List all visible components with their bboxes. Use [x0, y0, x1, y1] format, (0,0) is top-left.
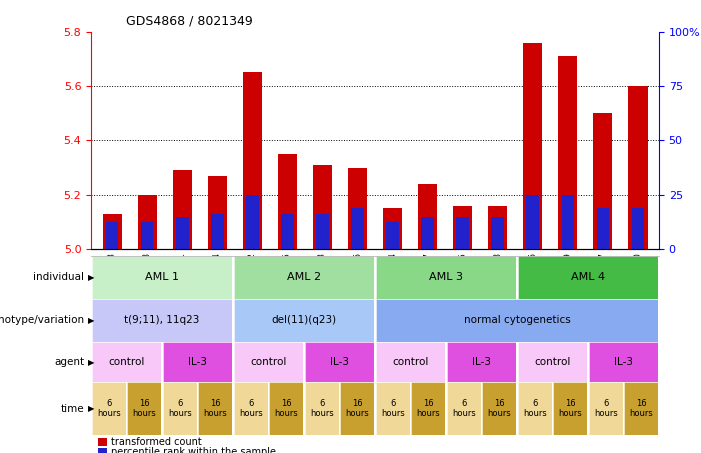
Bar: [562, 195, 574, 249]
Text: GDS4868 / 8021349: GDS4868 / 8021349: [126, 14, 253, 27]
Text: 16
hours: 16 hours: [416, 399, 440, 418]
Text: control: control: [534, 357, 571, 367]
Text: 16
hours: 16 hours: [346, 399, 369, 418]
Text: 6
hours: 6 hours: [97, 399, 121, 418]
Bar: [628, 86, 648, 249]
Bar: [488, 206, 508, 249]
Text: genotype/variation: genotype/variation: [0, 315, 84, 325]
Bar: [316, 214, 329, 249]
Text: IL-3: IL-3: [330, 357, 349, 367]
Text: ▶: ▶: [88, 273, 94, 282]
Bar: [597, 208, 609, 249]
Bar: [558, 56, 578, 249]
Text: AML 1: AML 1: [145, 272, 179, 282]
Text: 6
hours: 6 hours: [239, 399, 263, 418]
Text: control: control: [109, 357, 145, 367]
Text: 16
hours: 16 hours: [132, 399, 156, 418]
Text: ▶: ▶: [88, 404, 94, 413]
Text: individual: individual: [33, 272, 84, 282]
Text: AML 3: AML 3: [429, 272, 463, 282]
Text: 16
hours: 16 hours: [558, 399, 582, 418]
Bar: [102, 214, 122, 249]
Bar: [351, 208, 364, 249]
Text: 6
hours: 6 hours: [168, 399, 192, 418]
Text: time: time: [60, 404, 84, 414]
Text: 6
hours: 6 hours: [310, 399, 334, 418]
Bar: [523, 43, 543, 249]
Text: normal cytogenetics: normal cytogenetics: [463, 315, 571, 325]
Bar: [137, 195, 157, 249]
Text: 16
hours: 16 hours: [487, 399, 511, 418]
Bar: [243, 72, 262, 249]
Text: t(9;11), 11q23: t(9;11), 11q23: [124, 315, 200, 325]
Text: 16
hours: 16 hours: [274, 399, 298, 418]
Text: AML 4: AML 4: [571, 272, 605, 282]
Text: IL-3: IL-3: [614, 357, 633, 367]
Bar: [386, 222, 399, 249]
Text: 6
hours: 6 hours: [594, 399, 618, 418]
Text: percentile rank within the sample: percentile rank within the sample: [111, 447, 275, 453]
Text: transformed count: transformed count: [111, 437, 201, 447]
Text: 6
hours: 6 hours: [381, 399, 404, 418]
Bar: [246, 195, 259, 249]
Text: 6
hours: 6 hours: [523, 399, 547, 418]
Bar: [172, 170, 192, 249]
Bar: [418, 184, 437, 249]
Bar: [313, 165, 332, 249]
Bar: [632, 208, 644, 249]
Text: control: control: [250, 357, 287, 367]
Bar: [176, 217, 189, 249]
Bar: [526, 195, 539, 249]
Text: del(11)(q23): del(11)(q23): [271, 315, 336, 325]
Bar: [383, 208, 402, 249]
Text: ▶: ▶: [88, 316, 94, 325]
Bar: [281, 214, 294, 249]
Text: agent: agent: [54, 357, 84, 367]
Bar: [593, 113, 613, 249]
Bar: [141, 222, 154, 249]
Bar: [207, 176, 227, 249]
Text: ▶: ▶: [88, 357, 94, 366]
Text: 16
hours: 16 hours: [629, 399, 653, 418]
Bar: [348, 168, 367, 249]
Bar: [456, 217, 469, 249]
Bar: [278, 154, 297, 249]
Bar: [106, 222, 118, 249]
Text: 16
hours: 16 hours: [203, 399, 227, 418]
Bar: [453, 206, 472, 249]
Text: IL-3: IL-3: [472, 357, 491, 367]
Bar: [211, 214, 224, 249]
Text: 6
hours: 6 hours: [452, 399, 476, 418]
Text: AML 2: AML 2: [287, 272, 321, 282]
Text: IL-3: IL-3: [188, 357, 207, 367]
Text: control: control: [393, 357, 429, 367]
Bar: [491, 217, 504, 249]
Bar: [421, 217, 434, 249]
